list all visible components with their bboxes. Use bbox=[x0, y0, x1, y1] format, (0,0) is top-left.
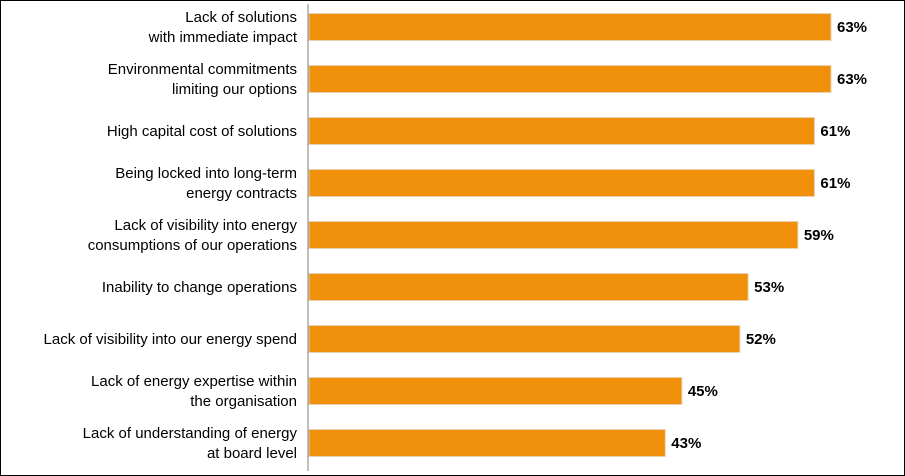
value-label: 59% bbox=[804, 227, 834, 244]
category-label: consumptions of our operations bbox=[88, 237, 297, 254]
value-label: 53% bbox=[754, 279, 784, 296]
value-label: 61% bbox=[820, 123, 850, 140]
value-label: 61% bbox=[820, 175, 850, 192]
bar bbox=[308, 273, 749, 301]
category-label: Lack of energy expertise within bbox=[91, 373, 297, 390]
bar bbox=[308, 429, 666, 457]
bar bbox=[308, 13, 832, 41]
category-label: limiting our options bbox=[172, 81, 297, 98]
bars bbox=[308, 13, 832, 457]
value-label: 43% bbox=[671, 435, 701, 452]
category-label: Inability to change operations bbox=[102, 279, 297, 296]
category-label: Lack of visibility into energy bbox=[114, 217, 297, 234]
category-labels: Lack of solutions with immediate impact En… bbox=[44, 9, 298, 462]
bar bbox=[308, 65, 832, 93]
category-label: the organisation bbox=[190, 393, 297, 410]
category-label: Being locked into long-term bbox=[115, 165, 297, 182]
value-label: 45% bbox=[688, 383, 718, 400]
bar bbox=[308, 325, 741, 353]
category-label: High capital cost of solutions bbox=[107, 123, 297, 140]
category-label: Environmental commitments bbox=[108, 61, 297, 78]
category-label: Lack of visibility into our energy spend bbox=[44, 331, 297, 348]
category-label: with immediate impact bbox=[148, 29, 298, 46]
bar bbox=[308, 169, 815, 197]
bar bbox=[308, 377, 683, 405]
value-label: 63% bbox=[837, 19, 867, 36]
value-label: 63% bbox=[837, 71, 867, 88]
category-label: Lack of understanding of energy bbox=[83, 425, 298, 442]
category-label: energy contracts bbox=[186, 185, 297, 202]
category-label: at board level bbox=[207, 445, 297, 462]
bar bbox=[308, 221, 799, 249]
value-label: 52% bbox=[746, 331, 776, 348]
category-label: Lack of solutions bbox=[185, 9, 297, 26]
bar bbox=[308, 117, 815, 145]
value-labels: 63% 63% 61% 61% 59% 53% 52% 45% 43% bbox=[671, 19, 867, 452]
